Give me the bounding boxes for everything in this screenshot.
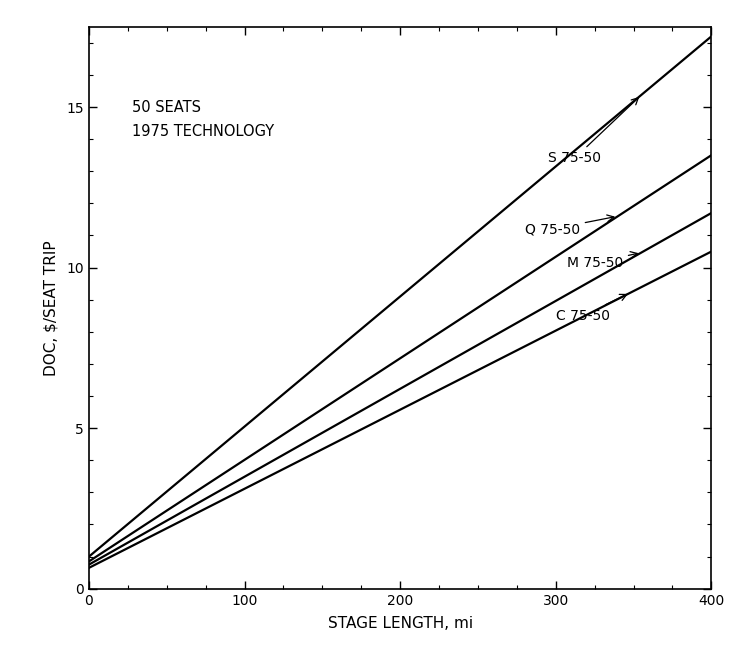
Y-axis label: DOC, $/SEAT TRIP: DOC, $/SEAT TRIP [43, 240, 58, 375]
Text: M 75-50: M 75-50 [567, 252, 637, 270]
Text: C 75-50: C 75-50 [556, 294, 627, 322]
X-axis label: STAGE LENGTH, mi: STAGE LENGTH, mi [328, 616, 473, 631]
Text: S 75-50: S 75-50 [548, 98, 638, 165]
Text: Q 75-50: Q 75-50 [525, 215, 614, 236]
Text: 50 SEATS
1975 TECHNOLOGY: 50 SEATS 1975 TECHNOLOGY [133, 100, 275, 139]
